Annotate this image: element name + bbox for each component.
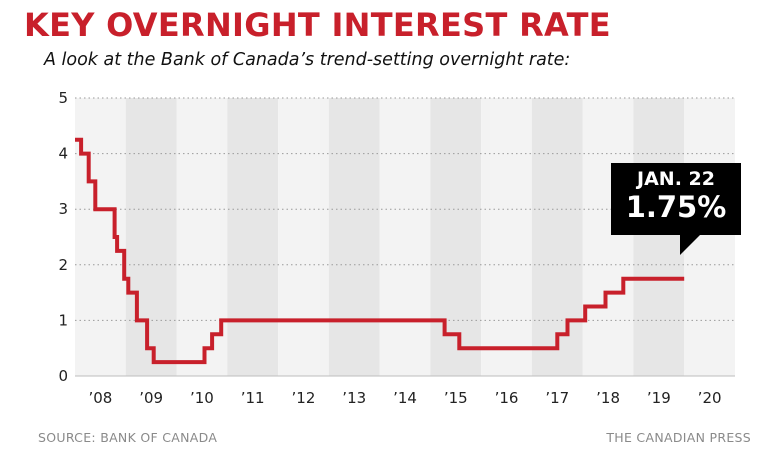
series-group xyxy=(75,137,685,365)
rate-chart: 0 1 2 3 4 5 ’08 ’09 ’10 ’11 ’12 ’13 ’14 ’15 ’16 ’17 ’18… xyxy=(58,89,735,407)
year-band xyxy=(328,98,380,376)
x-tick-label: ’19 xyxy=(647,389,671,407)
x-tick-label: ’10 xyxy=(190,389,214,407)
chart-title: KEY OVERNIGHT INTEREST RATE xyxy=(24,6,611,44)
x-tick-label: ’17 xyxy=(545,389,569,407)
x-axis: ’08 ’09 ’10 ’11 ’12 ’13 ’14 ’15 ’16 ’17 ’18 ’19 ’20 xyxy=(88,389,721,407)
year-band xyxy=(633,98,685,376)
x-tick-label: ’11 xyxy=(241,389,265,407)
x-tick-label: ’13 xyxy=(342,389,366,407)
x-tick-label: ’16 xyxy=(495,389,519,407)
year-band xyxy=(481,98,532,376)
callout-date: JAN. 22 xyxy=(637,168,715,190)
y-tick-label: 3 xyxy=(58,200,68,218)
x-tick-label: ’15 xyxy=(444,389,468,407)
x-tick-label: ’08 xyxy=(88,389,112,407)
x-tick-label: ’20 xyxy=(698,389,722,407)
callout-value: 1.75% xyxy=(625,190,727,224)
year-band xyxy=(684,98,735,376)
year-band xyxy=(379,98,431,376)
year-band xyxy=(125,98,177,376)
year-band xyxy=(278,98,329,376)
x-tick-label: ’09 xyxy=(139,389,163,407)
year-band xyxy=(531,98,583,376)
chart-subtitle: A look at the Bank of Canada’s trend-set… xyxy=(44,50,571,70)
y-tick-label: 4 xyxy=(58,145,68,163)
year-band xyxy=(430,98,482,376)
y-tick-label: 5 xyxy=(58,89,68,107)
rate-series-line xyxy=(75,137,685,365)
year-bands xyxy=(75,98,735,376)
x-tick-label: ’18 xyxy=(596,389,620,407)
year-band xyxy=(176,98,228,376)
credit-note: THE CANADIAN PRESS xyxy=(606,430,751,445)
x-tick-label: ’12 xyxy=(292,389,316,407)
y-tick-label: 0 xyxy=(58,367,68,385)
y-tick-label: 2 xyxy=(58,256,68,274)
latest-rate-callout: JAN. 22 1.75% xyxy=(611,163,741,235)
year-band xyxy=(227,98,279,376)
y-tick-label: 1 xyxy=(58,311,68,329)
y-axis: 0 1 2 3 4 5 xyxy=(58,89,68,385)
year-band xyxy=(582,98,634,376)
source-note: SOURCE: BANK OF CANADA xyxy=(38,430,218,445)
x-tick-label: ’14 xyxy=(393,389,417,407)
